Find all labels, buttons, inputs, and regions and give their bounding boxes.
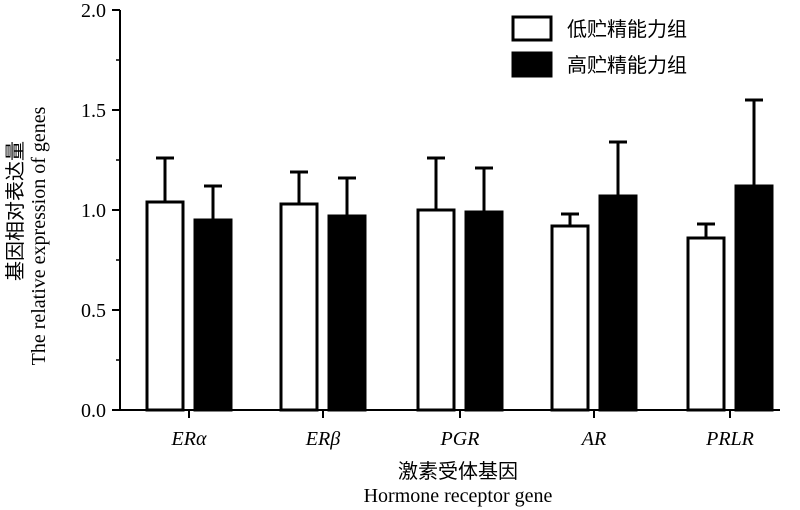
bar-low: [416, 208, 456, 412]
bar-high: [734, 184, 774, 412]
x-tick-label: ERα: [171, 428, 207, 450]
legend-label-low: 低贮精能力组: [567, 18, 687, 41]
bar-high: [193, 218, 233, 412]
y-tick-label: 2.0: [81, 0, 106, 22]
x-tick-label: PRLR: [705, 428, 754, 450]
bar-low: [550, 224, 590, 412]
y-tick-label: 1.0: [81, 200, 106, 222]
y-tick-label: 0.0: [81, 400, 106, 422]
bar-high: [464, 210, 504, 412]
bar-high: [327, 214, 367, 412]
bars: [145, 98, 774, 412]
legend: 低贮精能力组 高贮精能力组: [511, 15, 687, 78]
legend-swatch-low: [511, 15, 553, 42]
x-axis-title-en: Hormone receptor gene: [364, 485, 553, 507]
x-tick-label: ERβ: [305, 428, 340, 450]
bar-low: [686, 236, 726, 412]
y-tick-label: 1.5: [81, 100, 106, 122]
x-tick-label: AR: [580, 428, 606, 450]
legend-swatch-high: [511, 51, 553, 78]
legend-label-high: 高贮精能力组: [567, 54, 687, 77]
y-axis-title-cn: 基因相对表达量: [4, 141, 27, 281]
bar-low: [279, 202, 319, 412]
x-axis-title-cn: 激素受体基因: [398, 460, 518, 483]
bar-low: [145, 200, 185, 412]
bar-high: [598, 194, 638, 412]
y-axis-title-en: The relative expression of genes: [28, 106, 50, 365]
y-tick-label: 0.5: [81, 300, 106, 322]
x-tick-label: PGR: [440, 428, 480, 450]
